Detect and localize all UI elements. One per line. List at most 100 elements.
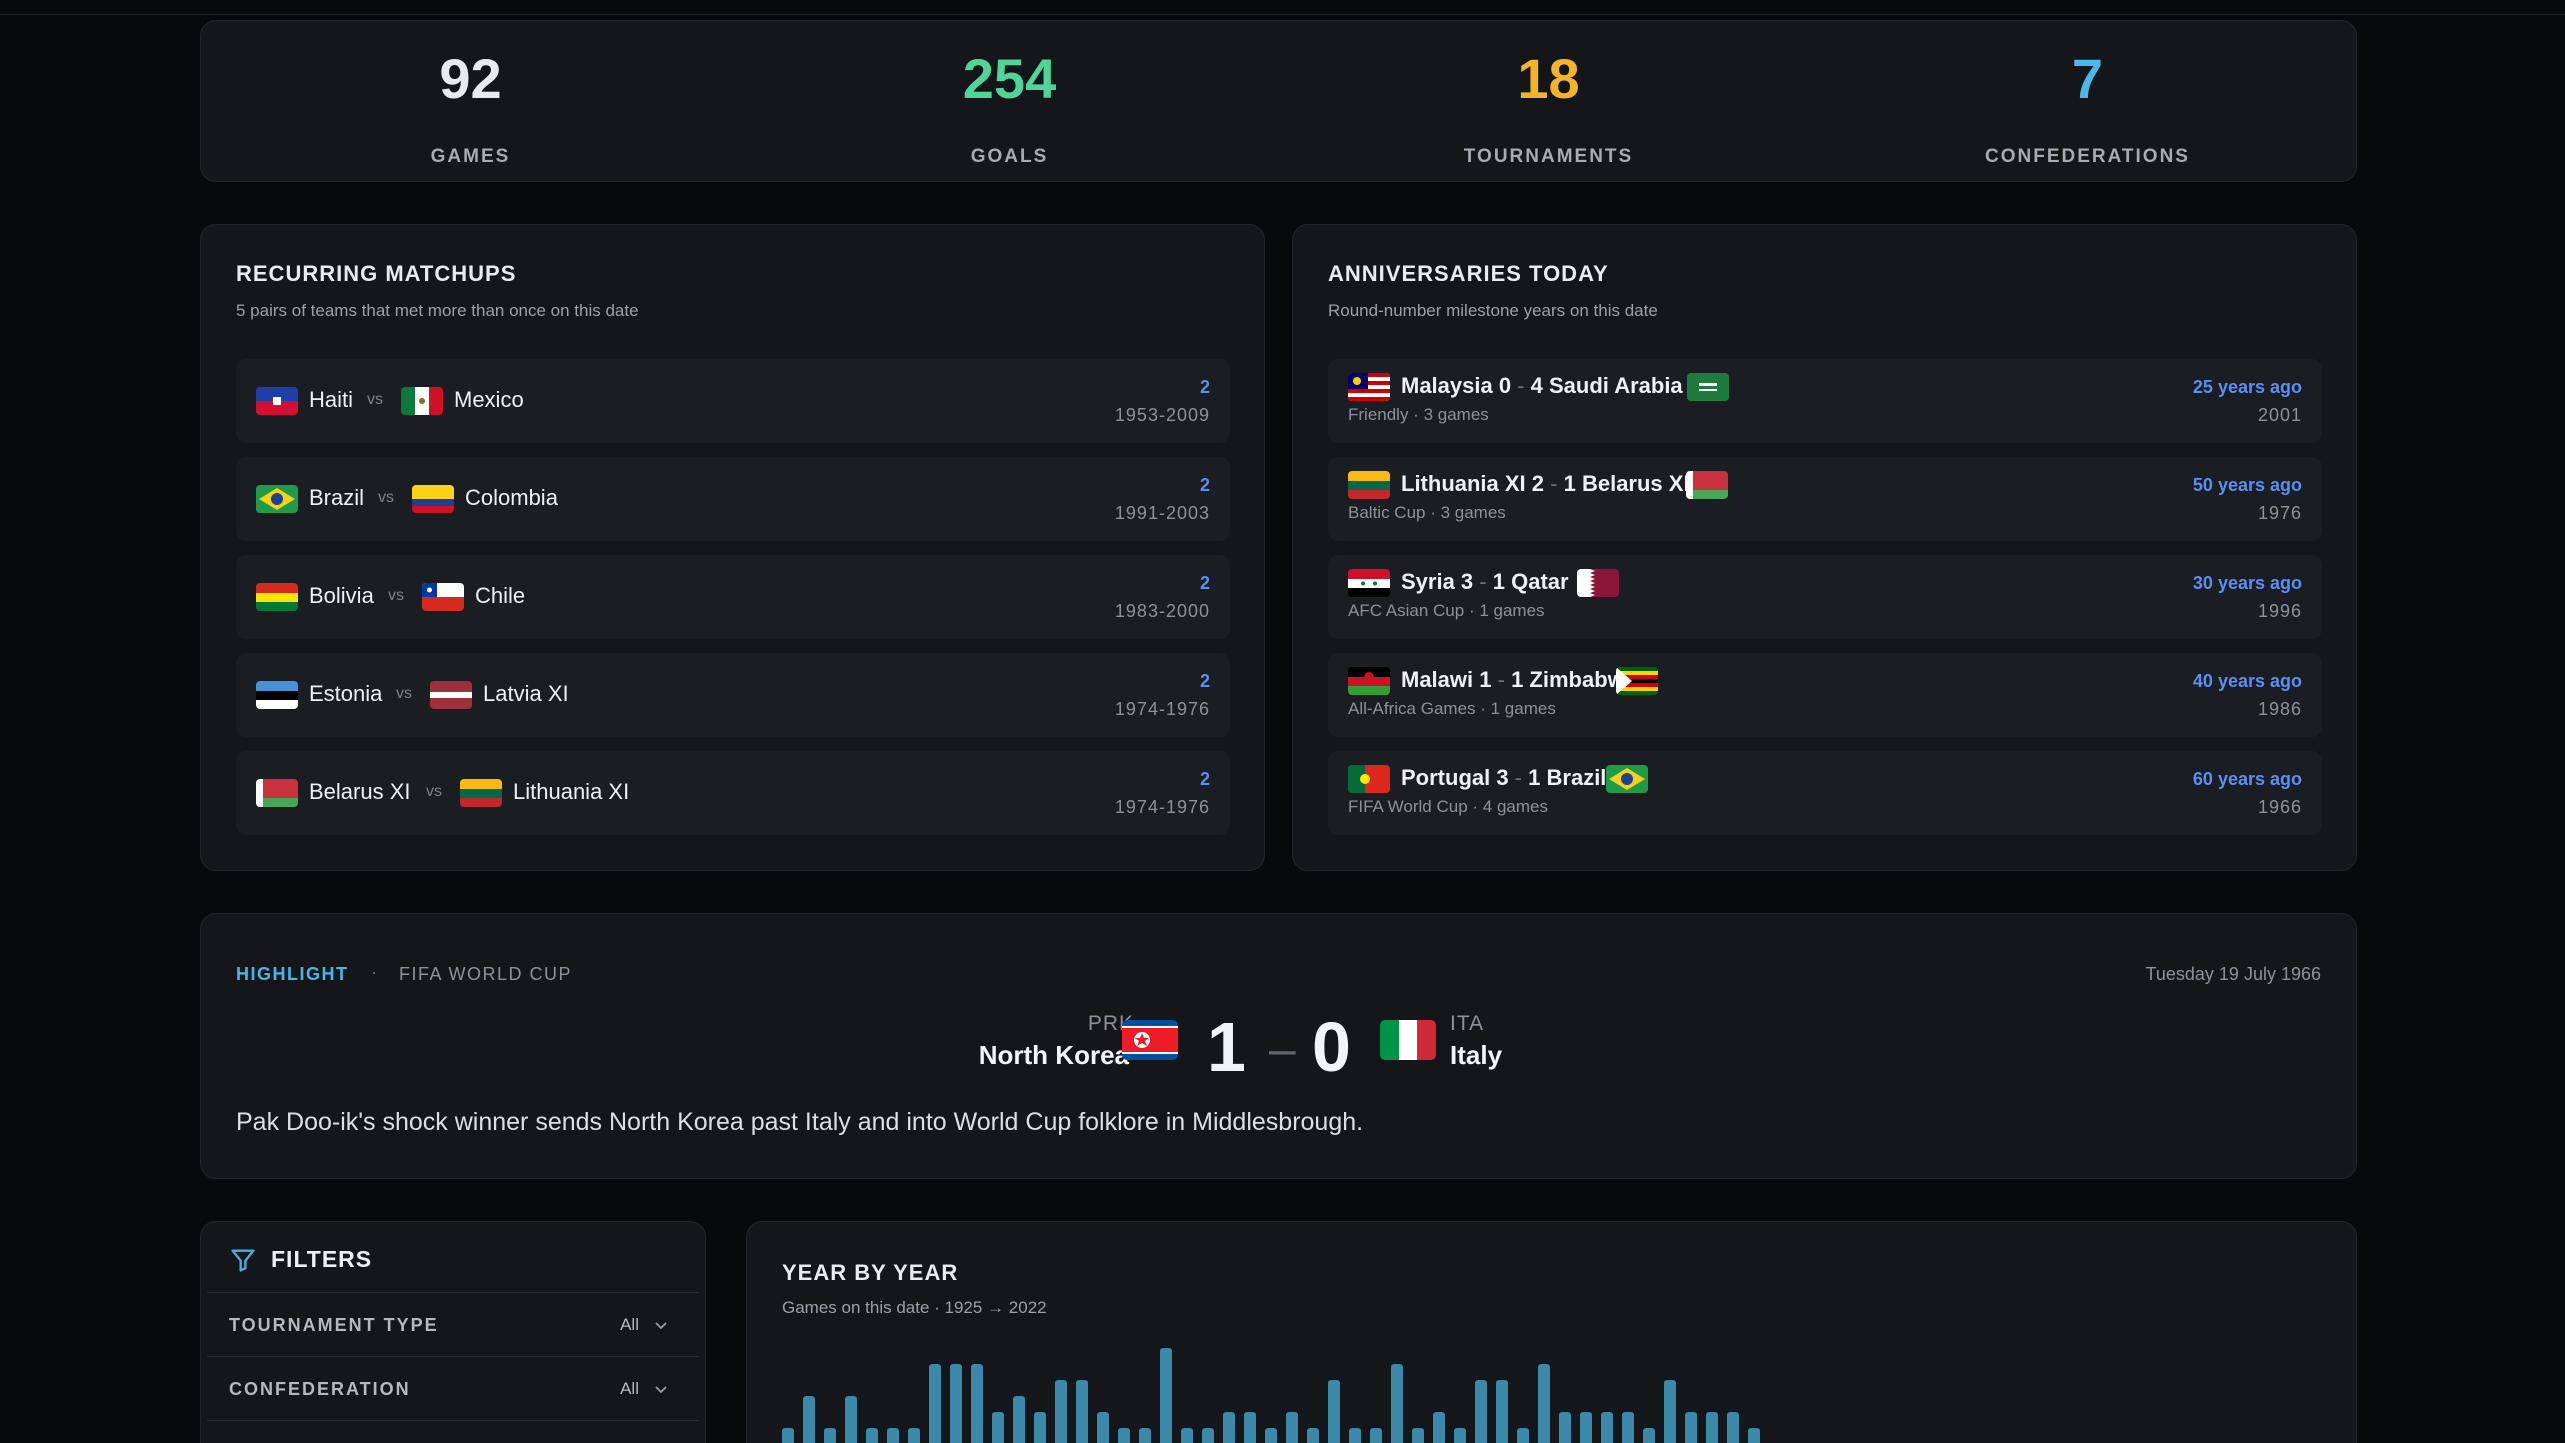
anniversary-row[interactable]: Malaysia 0 - 4 Saudi Arabia Friendly · 3… [1328, 359, 2322, 443]
stat-games: 92 GAMES [201, 21, 740, 183]
year-bar[interactable] [1559, 1412, 1571, 1443]
year-bar[interactable] [1748, 1428, 1760, 1443]
home-result: Portugal 3 [1401, 765, 1509, 790]
year-bar[interactable] [1286, 1412, 1298, 1443]
anniversary-meta: FIFA World Cup · 4 games [1348, 797, 1548, 816]
meeting-count: 2 [1199, 769, 1210, 789]
filter-tournament-type[interactable]: TOURNAMENT TYPE All [207, 1292, 699, 1356]
filter-label: CONFEDERATION [229, 1379, 411, 1399]
year-bar[interactable] [1013, 1396, 1025, 1443]
score-separator: - [1517, 373, 1525, 398]
year-bar[interactable] [1538, 1364, 1550, 1443]
year-bar[interactable] [992, 1412, 1004, 1443]
home-team: Estonia [309, 681, 383, 706]
matchup-row[interactable]: Bolivia vs Chile 2 1983-2000 [236, 555, 1230, 639]
away-team: Colombia [465, 485, 558, 510]
anniversary-year: 1986 [2257, 699, 2302, 719]
filters-title: FILTERS [271, 1246, 373, 1272]
year-bar[interactable] [1664, 1380, 1676, 1443]
matchup-row[interactable]: Estonia vs Latvia XI 2 1974-1976 [236, 653, 1230, 737]
north-korea-flag-icon [1122, 1020, 1178, 1060]
meeting-count: 2 [1199, 475, 1210, 495]
highlight-tag: HIGHLIGHT [236, 964, 349, 984]
stat-label: TOURNAMENTS [1463, 146, 1634, 167]
anniversary-row[interactable]: Syria 3 - 1 Qatar AFC Asian Cup · 1 game… [1328, 555, 2322, 639]
year-bar[interactable] [1496, 1380, 1508, 1443]
year-bar[interactable] [1181, 1428, 1193, 1443]
filter-icon [231, 1249, 255, 1272]
score-separator: - [1479, 569, 1487, 594]
matchup-row[interactable]: Haiti vs Mexico 2 1953-2009 [236, 359, 1230, 443]
year-bar[interactable] [782, 1428, 794, 1443]
year-bar[interactable] [1517, 1428, 1529, 1443]
year-bar[interactable] [1727, 1412, 1739, 1443]
year-bar[interactable] [1139, 1428, 1151, 1443]
year-bar[interactable] [824, 1428, 836, 1443]
year-bar[interactable] [1118, 1428, 1130, 1443]
section-title: ANNIVERSARIES TODAY [1328, 261, 1609, 286]
belarus-flag-icon [1686, 471, 1728, 499]
home-result: Syria 3 [1401, 569, 1474, 594]
year-bar[interactable] [1370, 1428, 1382, 1443]
year-bar[interactable] [1454, 1428, 1466, 1443]
year-bar[interactable] [1076, 1380, 1088, 1443]
anniversary-row[interactable]: Portugal 3 - 1 Brazil FIFA World Cup · 4… [1328, 751, 2322, 835]
year-bar[interactable] [1202, 1428, 1214, 1443]
chevron-down-icon [655, 1322, 667, 1330]
anniversary-row[interactable]: Lithuania XI 2 - 1 Belarus XI Baltic Cup… [1328, 457, 2322, 541]
estonia-flag-icon [256, 681, 298, 709]
year-bar[interactable] [1307, 1428, 1319, 1443]
home-team: Brazil [309, 485, 365, 510]
year-bar[interactable] [1391, 1364, 1403, 1443]
score-separator: - [1550, 471, 1558, 496]
year-bar[interactable] [1244, 1412, 1256, 1443]
year-bar[interactable] [866, 1428, 878, 1443]
section-subtitle: 5 pairs of teams that met more than once… [236, 301, 639, 320]
matchup-row[interactable]: Brazil vs Colombia 2 1991-2003 [236, 457, 1230, 541]
vs-label: vs [426, 783, 442, 800]
year-bar[interactable] [887, 1428, 899, 1443]
anniversary-scoreline: Malawi 1 - 1 Zimbabwe [1401, 667, 1637, 693]
year-bar[interactable] [1223, 1412, 1235, 1443]
year-bar[interactable] [1685, 1412, 1697, 1443]
year-range: 1991-2003 [1114, 503, 1210, 523]
year-bar[interactable] [1475, 1380, 1487, 1443]
year-bar[interactable] [1580, 1412, 1592, 1443]
year-bar[interactable] [845, 1396, 857, 1443]
year-bar[interactable] [1622, 1412, 1634, 1443]
year-bar[interactable] [971, 1364, 983, 1443]
years-ago: 60 years ago [2192, 769, 2302, 789]
year-bar[interactable] [1160, 1348, 1172, 1443]
year-bar[interactable] [1643, 1428, 1655, 1443]
year-bar[interactable] [1265, 1428, 1277, 1443]
brazil-flag-icon [256, 485, 298, 513]
stat-value: 254 [962, 47, 1057, 110]
saudi-arabia-flag-icon [1687, 373, 1729, 401]
year-bar[interactable] [1055, 1380, 1067, 1443]
anniversary-row[interactable]: Malawi 1 - 1 Zimbabwe All-Africa Games ·… [1328, 653, 2322, 737]
year-bar[interactable] [908, 1428, 920, 1443]
year-bar[interactable] [929, 1364, 941, 1443]
anniversary-year: 2001 [2257, 405, 2302, 425]
years-ago: 30 years ago [2192, 573, 2302, 593]
highlight-panel[interactable]: HIGHLIGHT · FIFA WORLD CUP Tuesday 19 Ju… [200, 913, 2357, 1179]
year-bar[interactable] [1097, 1412, 1109, 1443]
stat-label: CONFEDERATIONS [1985, 146, 2190, 167]
year-bar[interactable] [1349, 1428, 1361, 1443]
year-bar[interactable] [1433, 1412, 1445, 1443]
year-bar[interactable] [1601, 1412, 1613, 1443]
matchup-row[interactable]: Belarus XI vs Lithuania XI 2 1974-1976 [236, 751, 1230, 835]
year-bar[interactable] [1412, 1428, 1424, 1443]
year-bar[interactable] [1328, 1380, 1340, 1443]
italy-flag-icon [1380, 1020, 1436, 1060]
year-bar[interactable] [803, 1396, 815, 1443]
year-bar[interactable] [1034, 1412, 1046, 1443]
year-bar[interactable] [950, 1364, 962, 1443]
filter-confederation[interactable]: CONFEDERATION All [207, 1356, 699, 1420]
stat-value: 18 [1517, 47, 1580, 110]
year-bar[interactable] [1706, 1412, 1718, 1443]
malawi-flag-icon [1348, 667, 1390, 695]
section-title: RECURRING MATCHUPS [236, 261, 517, 286]
home-team: Haiti [309, 387, 354, 412]
malaysia-flag-icon [1348, 373, 1390, 401]
